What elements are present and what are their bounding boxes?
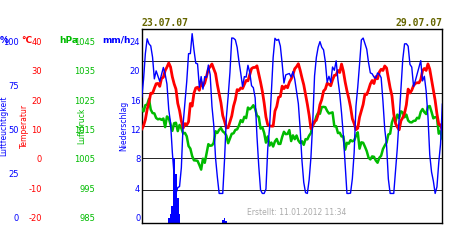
Bar <box>179 214 180 222</box>
Text: 12: 12 <box>130 126 140 135</box>
Text: 1025: 1025 <box>74 96 95 106</box>
Text: hPa: hPa <box>59 36 79 44</box>
Text: Niederschlag: Niederschlag <box>120 100 129 151</box>
Text: 0: 0 <box>135 214 140 223</box>
Text: 0: 0 <box>36 155 42 164</box>
Bar <box>222 220 224 222</box>
Text: Luftfeuchtigkeit: Luftfeuchtigkeit <box>0 95 8 156</box>
Bar <box>168 218 170 222</box>
Text: 29.07.07: 29.07.07 <box>396 18 442 28</box>
Text: 24: 24 <box>130 38 140 47</box>
Text: 25: 25 <box>8 170 18 179</box>
Bar <box>171 206 173 222</box>
Text: 23.07.07: 23.07.07 <box>142 18 189 28</box>
Text: 75: 75 <box>8 82 18 91</box>
Text: 30: 30 <box>31 67 42 76</box>
Text: 40: 40 <box>32 38 42 47</box>
Text: Luftdruck: Luftdruck <box>77 108 86 144</box>
Text: -20: -20 <box>28 214 42 223</box>
Text: 100: 100 <box>3 38 18 47</box>
Bar <box>175 174 177 222</box>
Text: %: % <box>0 36 9 44</box>
Text: 1005: 1005 <box>74 155 95 164</box>
Text: 20: 20 <box>32 96 42 106</box>
Text: °C: °C <box>21 36 32 44</box>
Bar <box>224 218 225 222</box>
Text: 8: 8 <box>135 155 140 164</box>
Bar <box>177 198 179 222</box>
Text: 1015: 1015 <box>74 126 95 135</box>
Bar <box>170 214 171 222</box>
Text: 0: 0 <box>13 214 18 223</box>
Text: 16: 16 <box>130 96 140 106</box>
Text: 995: 995 <box>79 185 95 194</box>
Bar <box>173 158 175 222</box>
Text: 50: 50 <box>8 126 18 135</box>
Text: 10: 10 <box>32 126 42 135</box>
Text: Erstellt: 11.01.2012 11:34: Erstellt: 11.01.2012 11:34 <box>247 208 346 217</box>
Text: 4: 4 <box>135 185 140 194</box>
Text: mm/h: mm/h <box>102 36 130 44</box>
Text: 985: 985 <box>79 214 95 223</box>
Bar <box>225 221 227 222</box>
Text: Temperatur: Temperatur <box>20 104 29 148</box>
Text: 1035: 1035 <box>74 67 95 76</box>
Text: -10: -10 <box>28 185 42 194</box>
Text: 1045: 1045 <box>74 38 95 47</box>
Text: 20: 20 <box>130 67 140 76</box>
